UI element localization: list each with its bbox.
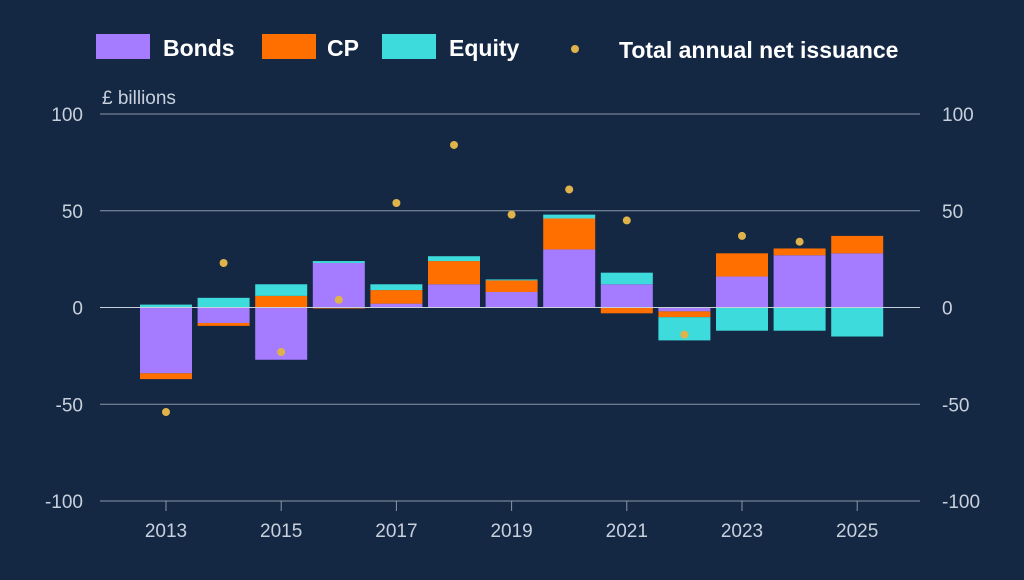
total-marker-2018: [450, 140, 458, 149]
total-markers: [162, 140, 804, 416]
y-tick-label-right: -100: [942, 492, 980, 513]
x-tick-label: 2023: [721, 521, 763, 542]
legend-label-bonds: Bonds: [163, 35, 235, 61]
total-marker-2019: [507, 210, 516, 219]
bar-equity-2018: [428, 256, 480, 262]
bar-bonds-2025: [831, 253, 884, 308]
bar-equity-2019: [485, 279, 538, 281]
legend-label-total: Total annual net issuance: [619, 37, 898, 63]
x-tick-label: 2019: [490, 521, 532, 542]
y-tick-label-left: -100: [45, 492, 83, 513]
total-marker-2021: [622, 216, 631, 225]
bar-cp-2014: [197, 322, 250, 326]
bar-equity-2015: [255, 284, 308, 296]
bar-cp-2018: [428, 261, 480, 285]
legend-swatch-equity: [382, 34, 436, 59]
y-tick-label-left: 50: [62, 202, 83, 223]
y-axis-right: 100 50 0 -50 -100: [942, 105, 980, 513]
bar-bonds-2020: [543, 249, 596, 308]
bar-cp-2019: [485, 280, 538, 293]
bar-equity-2022: [658, 317, 711, 341]
total-marker-2020: [565, 185, 574, 194]
x-tick-label: 2025: [836, 521, 878, 542]
bar-cp-2013: [140, 373, 192, 380]
legend: Bonds CP Equity Total annual net issuanc…: [96, 34, 898, 63]
bar-equity-2021: [600, 272, 653, 285]
y-tick-label-left: 100: [51, 105, 83, 126]
bar-bonds-2017: [370, 303, 423, 308]
bar-equity-2017: [370, 284, 423, 291]
bar-bonds-2021: [600, 284, 653, 308]
bar-equity-2023: [716, 307, 768, 331]
total-marker-2023: [738, 231, 746, 240]
legend-swatch-bonds: [96, 34, 150, 59]
total-marker-2016: [334, 295, 343, 304]
bar-equity-2020: [543, 214, 596, 219]
legend-marker-total: [571, 45, 579, 53]
bar-equity-2025: [831, 307, 884, 337]
bar-bonds-2022: [658, 307, 711, 312]
bar-equity-2013: [140, 304, 192, 308]
bar-cp-2020: [543, 218, 596, 250]
bar-equity-2014: [197, 297, 250, 308]
total-marker-2022: [680, 330, 689, 339]
total-marker-2013: [162, 407, 170, 416]
bar-bonds-2023: [716, 276, 768, 308]
total-marker-2015: [277, 348, 286, 357]
legend-label-cp: CP: [327, 35, 359, 61]
bars: [140, 214, 884, 380]
x-tick-label: 2013: [145, 521, 187, 542]
y-axis-unit-label: £ billions: [102, 88, 176, 109]
bar-bonds-2018: [428, 284, 480, 308]
bar-equity-2016: [312, 261, 365, 263]
bar-cp-2024: [773, 248, 826, 256]
bar-bonds-2019: [485, 292, 538, 308]
x-tick-label: 2017: [375, 521, 417, 542]
total-marker-2024: [795, 237, 804, 246]
bar-cp-2022: [658, 311, 711, 318]
total-marker-2017: [392, 199, 401, 208]
bar-cp-2017: [370, 290, 423, 304]
legend-label-equity: Equity: [449, 35, 519, 61]
legend-swatch-cp: [262, 34, 316, 59]
x-tick-label: 2021: [606, 521, 648, 542]
bar-cp-2021: [600, 307, 653, 314]
y-tick-label-right: 100: [942, 105, 974, 126]
y-tick-label-left: -50: [56, 395, 83, 416]
bar-cp-2025: [831, 235, 884, 254]
bar-cp-2023: [716, 253, 768, 277]
y-axis-left: 100 50 0 -50 -100: [45, 105, 83, 513]
x-axis: 2013 2015 2017 2019 2021 2023 2025: [100, 500, 920, 542]
x-tick-label: 2015: [260, 521, 302, 542]
y-tick-label-left: 0: [72, 299, 83, 320]
bar-bonds-2013: [140, 307, 192, 374]
bar-cp-2015: [255, 295, 308, 308]
bar-bonds-2024: [773, 255, 826, 308]
y-tick-label-right: 50: [942, 202, 963, 223]
y-tick-label-right: -50: [942, 395, 969, 416]
total-marker-2014: [219, 258, 228, 267]
bar-bonds-2014: [197, 307, 250, 323]
y-tick-label-right: 0: [942, 299, 953, 320]
bar-equity-2024: [773, 307, 826, 331]
